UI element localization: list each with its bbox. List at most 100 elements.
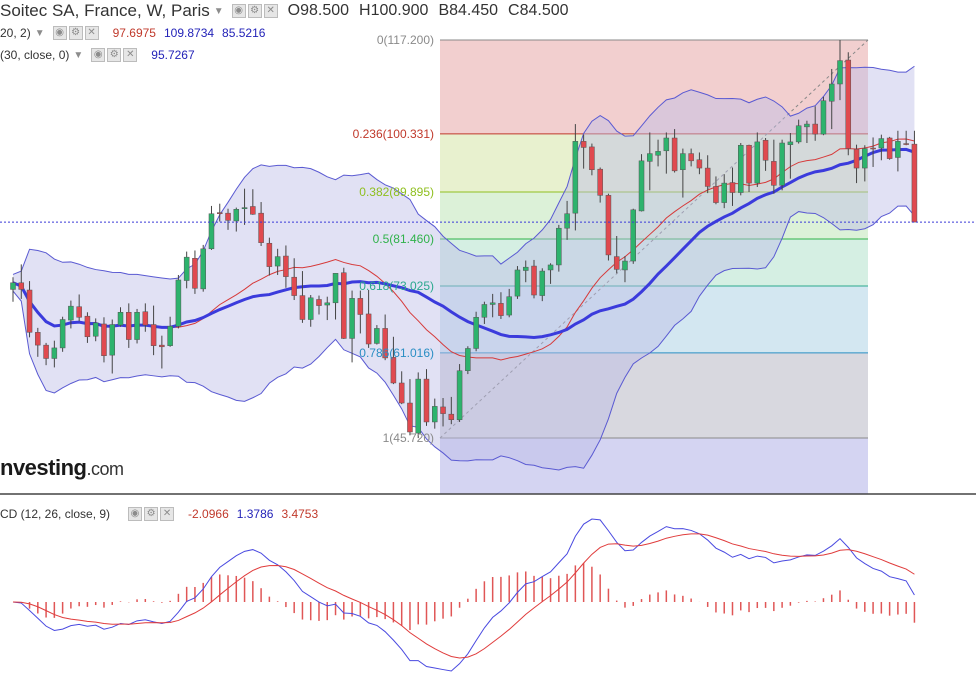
- candle-body: [142, 311, 149, 326]
- candle: [382, 314, 388, 361]
- candle-body: [754, 141, 761, 184]
- candle: [35, 327, 41, 357]
- gear-icon[interactable]: ⚙: [144, 507, 159, 521]
- gear-icon[interactable]: ⚙: [68, 26, 83, 40]
- candle: [671, 129, 678, 173]
- fib-label-0: 0(117.200): [377, 33, 434, 47]
- candle-body: [473, 317, 479, 349]
- candle-body: [795, 125, 802, 143]
- candle: [192, 250, 198, 294]
- candle: [812, 106, 818, 141]
- candle: [117, 307, 124, 327]
- macd-label: CD (12, 26, close, 9): [0, 507, 111, 521]
- candle-body: [828, 83, 835, 102]
- candle: [43, 342, 49, 366]
- candle: [398, 371, 405, 405]
- chart-header: Soitec SA, France, W, Paris ▼ ◉ ⚙ ✕ O98.50…: [0, 0, 569, 22]
- candle-body: [738, 144, 744, 193]
- close-icon[interactable]: ✕: [84, 26, 99, 40]
- candle-body: [159, 344, 165, 348]
- candle: [680, 148, 686, 198]
- fib-label-1: 1(45.720): [383, 431, 434, 445]
- candle: [630, 208, 636, 264]
- candle: [638, 154, 645, 212]
- candlesticks: [10, 40, 918, 439]
- candle: [589, 143, 595, 176]
- candle-body: [84, 315, 91, 338]
- candle-body: [258, 212, 264, 243]
- eye-icon[interactable]: ◉: [231, 4, 246, 18]
- candle: [316, 295, 322, 315]
- candle-body: [489, 302, 496, 305]
- candle-body: [59, 319, 66, 349]
- candle: [307, 295, 314, 327]
- candle: [556, 224, 562, 272]
- close-icon[interactable]: ✕: [123, 48, 138, 62]
- candle-body: [324, 302, 331, 306]
- candle: [448, 396, 455, 425]
- candle-body: [415, 378, 421, 434]
- candle: [795, 119, 802, 144]
- gear-icon[interactable]: ⚙: [107, 48, 122, 62]
- close-icon[interactable]: ✕: [263, 4, 278, 18]
- candle: [76, 294, 82, 322]
- close-icon[interactable]: ✕: [160, 507, 175, 521]
- candle-body: [68, 305, 74, 321]
- fib-label-0.236: 0.236(100.331): [353, 127, 434, 141]
- candle: [771, 139, 777, 194]
- bollinger-label: 20, 2): [0, 26, 31, 40]
- candle-body: [349, 298, 355, 339]
- candle-body: [804, 123, 810, 128]
- candle: [374, 325, 380, 345]
- candle-body: [423, 378, 430, 423]
- candle: [291, 258, 297, 301]
- candle-body: [746, 144, 752, 184]
- eye-icon[interactable]: ◉: [128, 507, 143, 521]
- candle: [250, 189, 256, 215]
- candle-body: [307, 297, 314, 320]
- candle: [911, 130, 918, 223]
- candle-body: [43, 344, 49, 359]
- candle-body: [771, 161, 777, 186]
- bollinger-upper-value: 109.8734: [163, 26, 215, 40]
- header-controls: ◉ ⚙ ✕: [231, 4, 280, 18]
- candle: [423, 369, 430, 426]
- candle: [159, 335, 165, 369]
- bollinger-lower: [12, 205, 915, 471]
- candle: [473, 311, 479, 352]
- bollinger-controls: ◉ ⚙ ✕: [52, 26, 101, 40]
- fib-zone-extension: [440, 438, 868, 494]
- candle-body: [878, 138, 885, 149]
- candle: [415, 372, 421, 439]
- chevron-down-icon[interactable]: ▼: [213, 5, 224, 17]
- chevron-down-icon[interactable]: ▼: [34, 27, 45, 39]
- candle: [713, 176, 719, 205]
- candle-body: [76, 306, 82, 318]
- candle: [506, 288, 512, 318]
- candle-body: [605, 195, 612, 256]
- candle-body: [101, 323, 107, 356]
- candle-body: [688, 153, 694, 162]
- candle: [688, 148, 694, 167]
- candle: [754, 132, 761, 187]
- gear-icon[interactable]: ⚙: [247, 4, 262, 18]
- macd-hist-value: 3.4753: [281, 507, 319, 521]
- fib-zone: [440, 40, 868, 134]
- eye-icon[interactable]: ◉: [52, 26, 67, 40]
- candle: [208, 205, 215, 250]
- candle-body: [208, 213, 215, 250]
- candle-body: [200, 248, 206, 290]
- candle-body: [291, 276, 297, 296]
- candle-body: [250, 206, 256, 215]
- candle: [10, 277, 16, 302]
- chevron-down-icon[interactable]: ▼: [73, 49, 84, 61]
- eye-icon[interactable]: ◉: [91, 48, 106, 62]
- candle-body: [126, 312, 132, 340]
- candle: [522, 260, 529, 283]
- candle: [580, 134, 587, 169]
- candle: [647, 132, 653, 191]
- candle-body: [862, 148, 868, 169]
- candle: [787, 132, 794, 179]
- candle: [862, 145, 868, 182]
